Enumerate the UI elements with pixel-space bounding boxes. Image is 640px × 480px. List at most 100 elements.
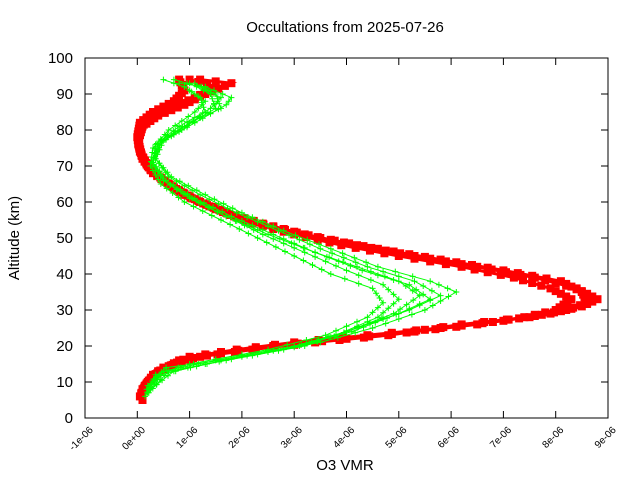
data-point [269, 343, 278, 352]
data-point [164, 104, 173, 113]
x-axis-title: O3 VMR [316, 457, 374, 474]
data-point [150, 154, 157, 161]
data-point [537, 310, 546, 319]
data-point [546, 284, 555, 293]
data-point [382, 320, 389, 327]
data-point [196, 352, 205, 361]
data-point [313, 338, 320, 345]
data-point [149, 378, 156, 385]
data-point [519, 276, 527, 285]
data-point [184, 96, 193, 105]
data-point [153, 381, 160, 388]
data-point [147, 386, 154, 393]
data-point [160, 177, 167, 184]
data-point [359, 267, 366, 274]
data-point [199, 115, 206, 122]
data-point [300, 257, 307, 264]
data-point [185, 75, 194, 84]
data-point [562, 306, 571, 314]
data-point [513, 269, 522, 278]
data-point [395, 316, 402, 322]
y-tick-label: 100 [48, 50, 73, 67]
data-point [249, 217, 258, 226]
data-point [170, 76, 177, 83]
data-point [333, 262, 339, 269]
data-point [170, 368, 177, 375]
data-point [215, 200, 222, 207]
data-point [550, 308, 558, 317]
data-point [376, 295, 383, 301]
data-point [577, 288, 586, 296]
data-point [480, 318, 489, 326]
data-point [191, 91, 198, 97]
data-point [238, 209, 245, 216]
data-point [165, 372, 171, 379]
data-point [576, 301, 585, 310]
data-point [203, 80, 211, 89]
data-point [397, 306, 404, 313]
data-point [272, 244, 279, 250]
data-point [352, 329, 359, 336]
data-point [369, 285, 376, 292]
data-point [348, 328, 355, 335]
x-tick-label: 6e-06 [436, 425, 462, 451]
data-point [380, 281, 387, 288]
data-point [202, 83, 209, 90]
data-point [159, 102, 168, 111]
data-point [363, 259, 370, 266]
data-point [439, 323, 448, 332]
data-point [245, 230, 252, 237]
chart-title: Occultations from 2025-07-26 [246, 19, 444, 36]
data-point [395, 273, 402, 280]
data-point [149, 108, 157, 116]
data-point [499, 266, 508, 275]
data-point [380, 268, 387, 275]
data-point [159, 107, 168, 116]
data-point [177, 358, 186, 367]
data-point [195, 105, 202, 112]
x-tick-label: 7e-06 [488, 425, 514, 451]
data-point [322, 258, 329, 265]
data-point [537, 281, 546, 290]
data-point [223, 209, 232, 218]
data-point [167, 181, 174, 188]
data-point [211, 196, 218, 203]
data-point [214, 95, 221, 102]
data-point [416, 292, 423, 299]
data-point [174, 186, 181, 193]
data-point [392, 268, 399, 275]
data-point [224, 205, 231, 212]
data-point [177, 99, 186, 107]
data-point [163, 136, 170, 143]
data-point [239, 215, 248, 224]
data-point [215, 106, 222, 113]
y-tick-label: 20 [56, 338, 73, 355]
x-tick-label: 1e-06 [174, 425, 200, 451]
data-point [341, 275, 348, 282]
data-point [567, 282, 576, 291]
data-point [389, 247, 398, 256]
plus-profile-4 [147, 80, 460, 393]
data-point [453, 289, 460, 295]
data-point [304, 236, 311, 243]
data-point [178, 127, 185, 133]
square-profile-1 [134, 75, 602, 401]
data-point [151, 163, 158, 170]
data-point [567, 295, 576, 304]
data-point [572, 285, 581, 294]
data-point [223, 101, 230, 108]
data-point [181, 199, 188, 205]
data-point [436, 255, 445, 264]
data-point [157, 175, 166, 183]
data-point [186, 80, 193, 87]
data-point [169, 190, 176, 196]
data-point [193, 363, 200, 370]
data-point [374, 272, 381, 279]
y-tick-label: 70 [56, 158, 73, 175]
data-point [292, 228, 301, 237]
data-point [209, 95, 216, 102]
data-point [202, 191, 209, 198]
data-point [153, 373, 160, 380]
data-point [168, 360, 177, 369]
data-point [416, 301, 423, 307]
